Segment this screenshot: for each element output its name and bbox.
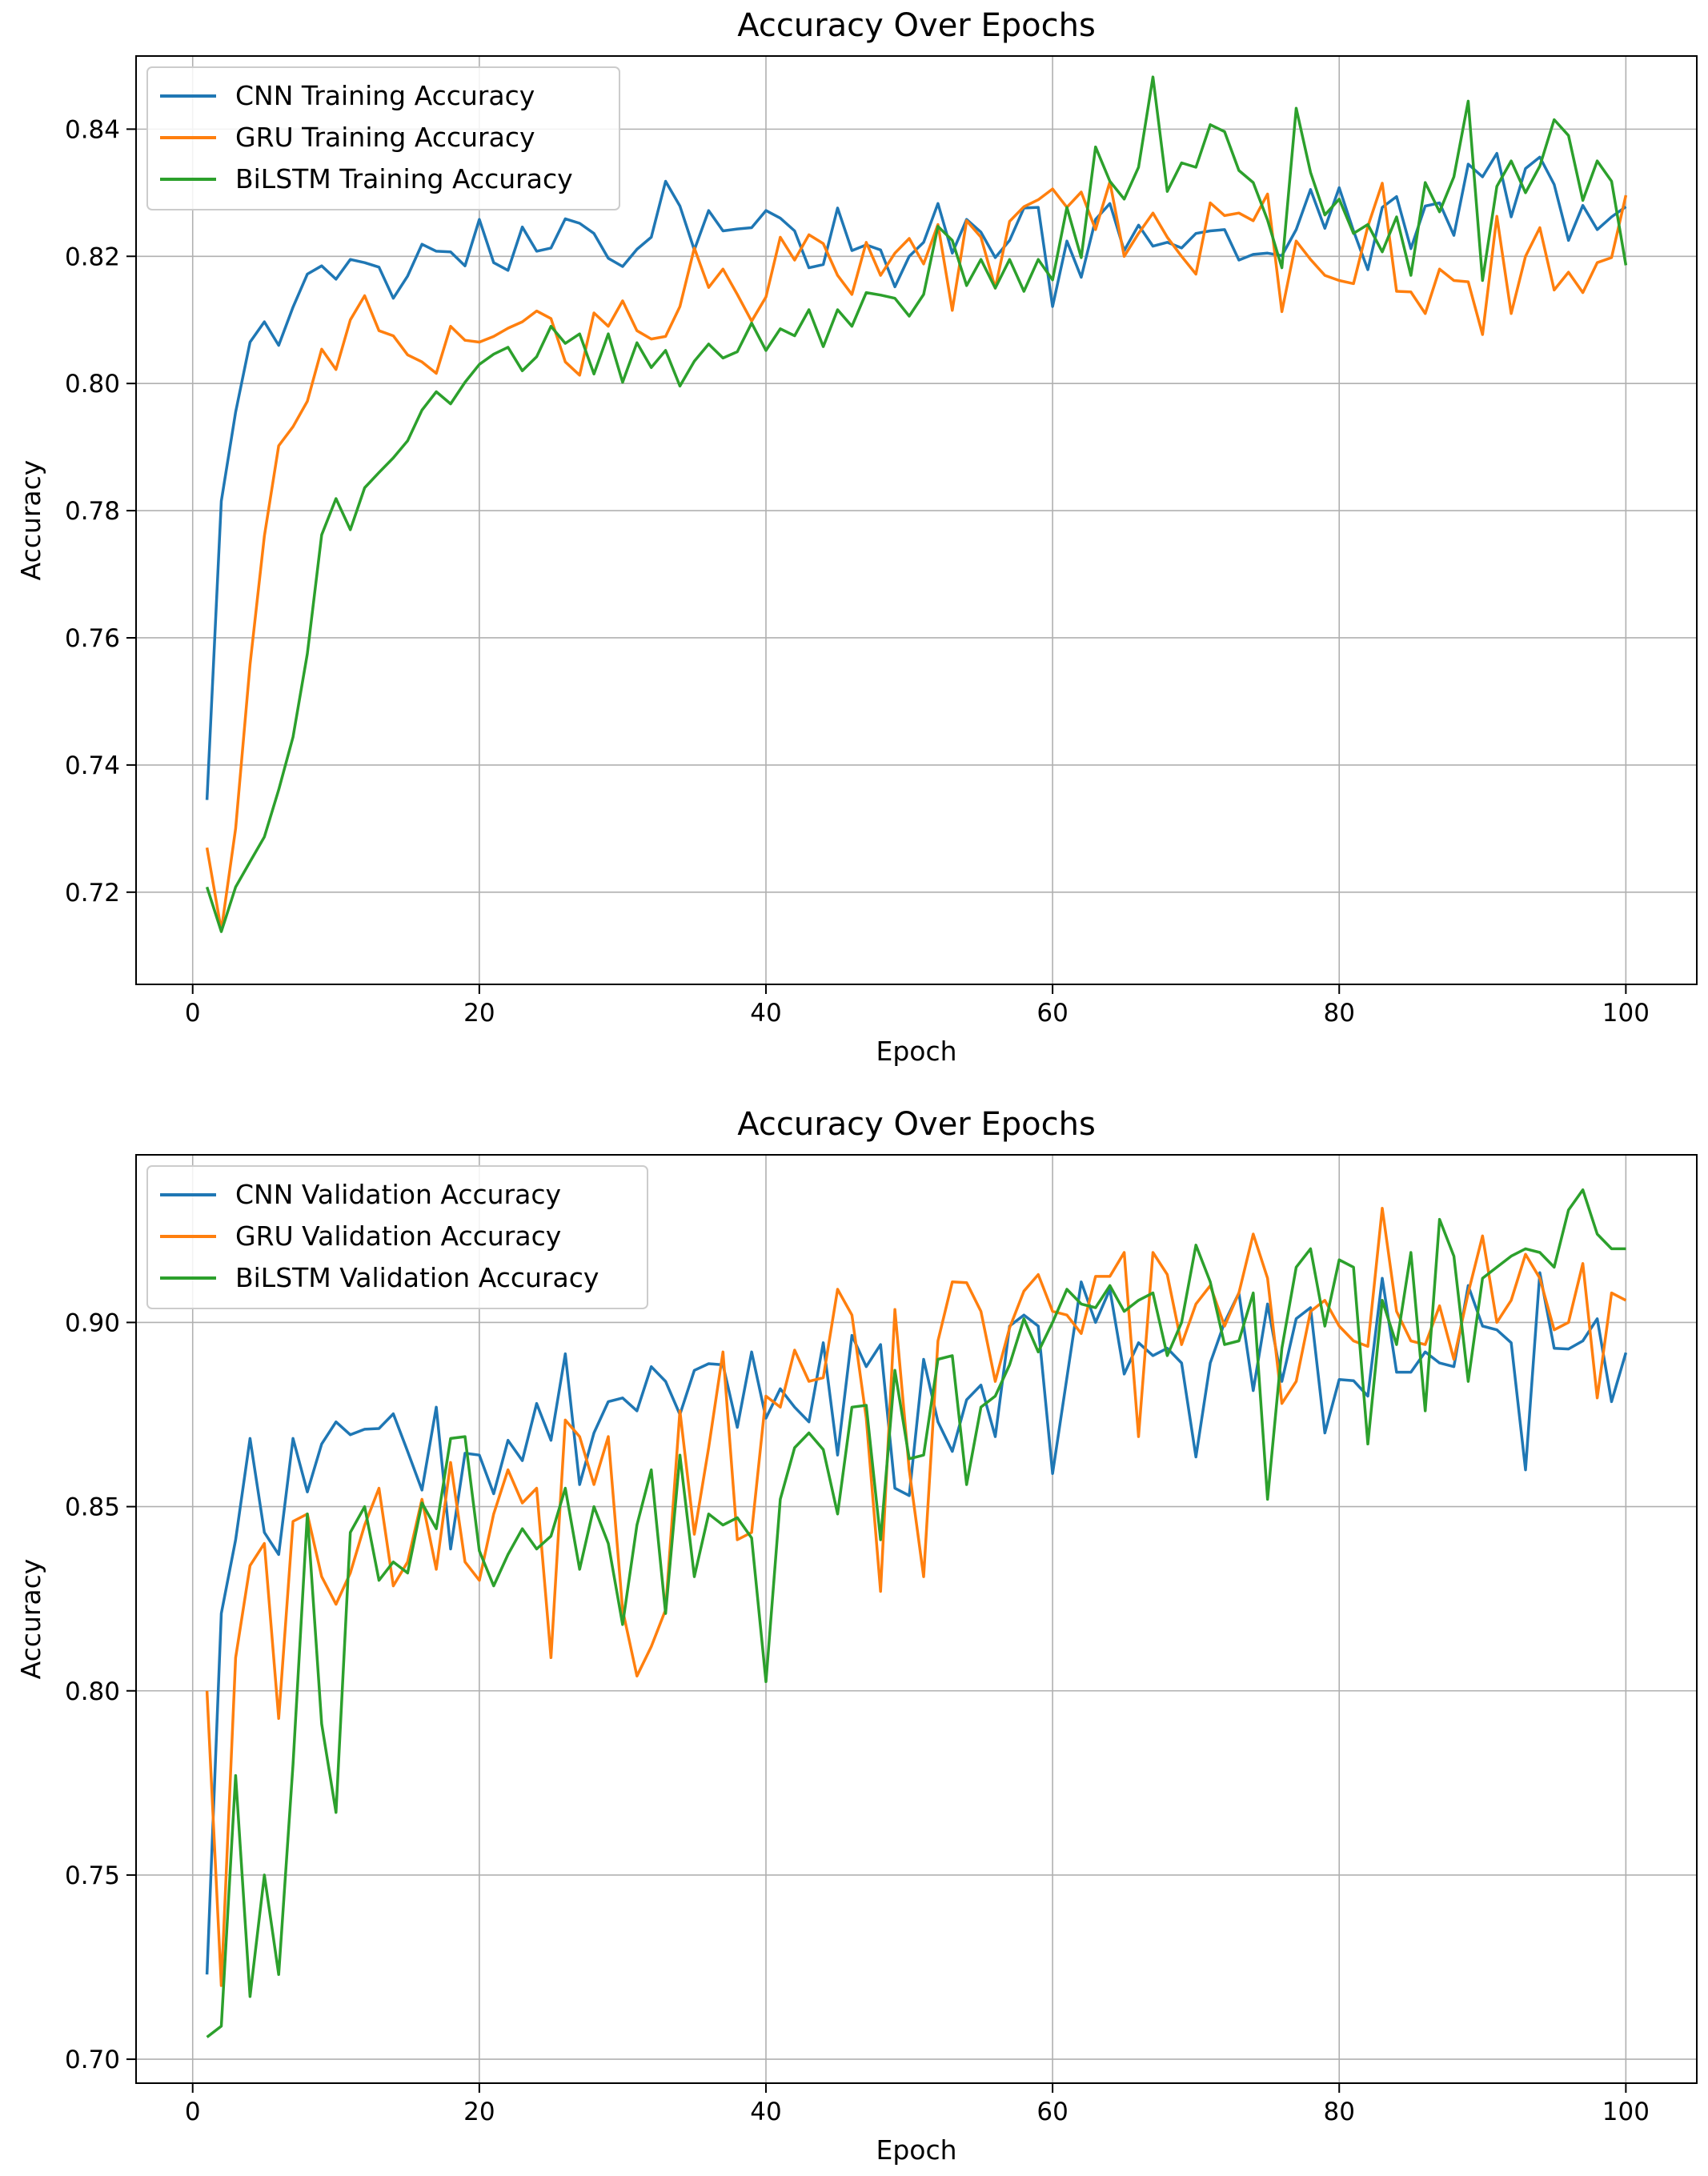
plot-frame [135, 55, 1698, 985]
y-tick-label: 0.80 [65, 370, 120, 399]
legend-label: BiLSTM Training Accuracy [235, 163, 573, 194]
validation-accuracy-chart: Accuracy Over Epochs 0 20 40 60 80 100 0.70 0.7… [15, 1106, 1698, 2166]
x-axis-label: Epoch [876, 1036, 956, 1067]
y-tick-label: 0.84 [65, 115, 120, 144]
x-tick-label: 100 [1602, 999, 1650, 1028]
x-tick-label: 60 [1036, 999, 1068, 1028]
legend-box [146, 66, 620, 210]
series-lines [205, 1188, 1628, 2038]
x-tick-label: 60 [1036, 2098, 1068, 2126]
x-tick-label: 20 [463, 999, 495, 1028]
x-tick-label: 40 [750, 2098, 781, 2126]
y-tick-label: 0.85 [65, 1493, 120, 1522]
y-tick-label: 0.74 [65, 751, 120, 780]
x-tick-label: 80 [1324, 2098, 1355, 2126]
x-tick-label: 0 [185, 999, 201, 1028]
y-axis-label: Accuracy [15, 1559, 46, 1680]
legend-box [146, 1165, 648, 1309]
y-tick-label: 0.72 [65, 879, 120, 908]
y-tick-label: 0.82 [65, 242, 120, 271]
x-tick-label: 20 [463, 2098, 495, 2126]
y-tick-label: 0.78 [65, 497, 120, 526]
y-tick-label: 0.76 [65, 624, 120, 653]
plot-frame [135, 1154, 1698, 2084]
y-tick-label: 0.75 [65, 1861, 120, 1890]
legend-label: CNN Training Accuracy [235, 80, 535, 111]
series-lines [205, 75, 1628, 933]
training-accuracy-chart: Accuracy Over Epochs 0 20 40 60 80 100 0.72 0.7… [15, 7, 1698, 1067]
legend-label: GRU Validation Accuracy [235, 1220, 561, 1252]
series-line-bilstm-validation-accuracy [206, 1188, 1626, 2038]
x-tick-label: 0 [185, 2098, 201, 2126]
y-tick-label: 0.90 [65, 1308, 120, 1337]
y-tick-label: 0.70 [65, 2046, 120, 2074]
series-line-bilstm-training-accuracy [205, 75, 1628, 933]
legend-label: GRU Training Accuracy [235, 122, 535, 153]
axis-ticks: 0 20 40 60 80 100 0.72 0.74 0.76 0.78 0.80 0.82 0.84 [65, 115, 1650, 1028]
chart-title: Accuracy Over Epochs [737, 7, 1096, 44]
chart-title: Accuracy Over Epochs [737, 1106, 1096, 1143]
x-tick-label: 100 [1602, 2098, 1650, 2126]
axis-ticks: 0 20 40 60 80 100 0.70 0.75 0.80 0.85 0.90 [65, 1308, 1650, 2126]
x-tick-label: 40 [750, 999, 781, 1028]
x-axis-label: Epoch [876, 2134, 956, 2166]
series-line-gru-validation-accuracy [205, 1206, 1627, 1987]
legend-label: CNN Validation Accuracy [235, 1179, 561, 1210]
x-tick-label: 80 [1324, 999, 1355, 1028]
y-tick-label: 0.80 [65, 1677, 120, 1706]
y-axis-label: Accuracy [15, 460, 46, 581]
legend: CNN Validation Accuracy GRU Validation Ac… [146, 1165, 648, 1309]
legend-label: BiLSTM Validation Accuracy [235, 1262, 599, 1293]
legend: CNN Training Accuracy GRU Training Accura… [146, 66, 620, 210]
